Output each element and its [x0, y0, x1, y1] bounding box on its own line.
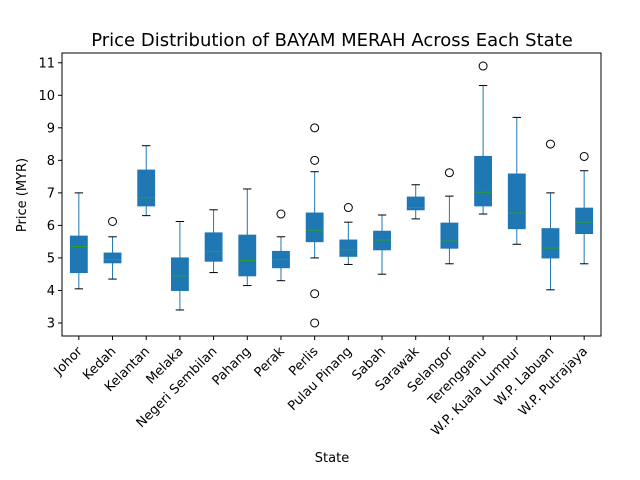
- box: [137, 169, 156, 207]
- box-group-13: [507, 116, 526, 245]
- box-group-11: [440, 168, 459, 265]
- box: [339, 239, 358, 257]
- box-group-5: [238, 188, 257, 287]
- outlier-point: [343, 203, 353, 213]
- box-group-6: [272, 209, 290, 282]
- outlier-point: [310, 318, 320, 328]
- y-tick-label: 11: [38, 56, 55, 71]
- outlier-point: [276, 209, 286, 219]
- box-group-8: [339, 203, 358, 265]
- y-tick-label: 9: [47, 121, 55, 136]
- y-tick-label: 5: [47, 251, 55, 266]
- y-tick-label: 4: [47, 284, 55, 299]
- box-group-0: [69, 192, 88, 290]
- box: [170, 257, 189, 291]
- box: [103, 252, 122, 264]
- box-group-10: [406, 184, 425, 220]
- box: [69, 235, 88, 274]
- plot-area: [69, 61, 594, 328]
- y-tick-label: 6: [47, 219, 55, 234]
- y-tick-label: 8: [47, 154, 55, 169]
- box-group-12: [474, 61, 493, 215]
- outlier-point: [478, 61, 488, 71]
- outlier-point: [579, 151, 589, 161]
- box-group-14: [541, 139, 560, 291]
- box: [305, 212, 324, 243]
- box: [575, 207, 594, 235]
- y-tick-label: 10: [38, 89, 55, 104]
- outlier-point: [310, 155, 320, 165]
- box: [541, 228, 560, 259]
- box: [406, 196, 425, 211]
- box-group-15: [575, 151, 594, 265]
- box: [204, 232, 223, 262]
- outlier-point: [310, 289, 320, 299]
- y-tick-label: 7: [47, 186, 55, 201]
- box-group-3: [170, 220, 189, 311]
- box: [507, 173, 526, 230]
- box-group-1: [103, 216, 122, 280]
- outlier-point: [108, 216, 118, 226]
- y-tick-label: 3: [47, 316, 55, 331]
- box-group-2: [137, 145, 156, 217]
- box-group-9: [373, 214, 391, 275]
- box-group-7: [305, 123, 324, 328]
- box: [440, 222, 459, 249]
- chart-title: Price Distribution of BAYAM MERAH Across…: [91, 30, 573, 51]
- y-axis: 3 4 5 6 7 8 9 10 11: [38, 56, 62, 331]
- y-axis-label: Price (MYR): [15, 158, 30, 232]
- outlier-point: [310, 123, 320, 133]
- outlier-point: [545, 139, 555, 149]
- outlier-point: [444, 168, 454, 178]
- box-group-4: [204, 209, 223, 274]
- plot-frame: [61, 52, 602, 337]
- box: [238, 234, 257, 277]
- x-axis-label: State: [315, 451, 349, 466]
- box: [474, 155, 493, 207]
